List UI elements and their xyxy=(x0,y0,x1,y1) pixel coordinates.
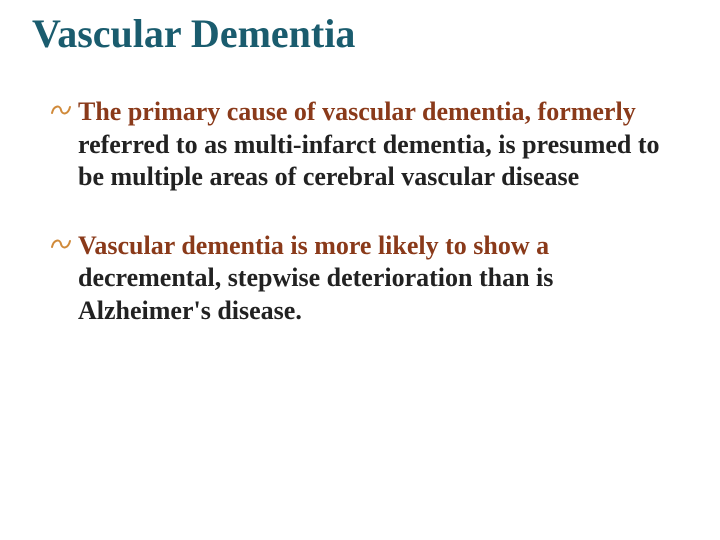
bullet-marker-icon xyxy=(50,99,72,128)
slide: Vascular Dementia The primary cause of v… xyxy=(0,0,720,540)
bullet-first-line-rest: primary cause of vascular dementia, form… xyxy=(121,97,635,126)
bullet-first-word: Vascular xyxy=(78,231,175,260)
bullet-body: decremental, stepwise deterioration than… xyxy=(78,263,553,325)
list-item: The primary cause of vascular dementia, … xyxy=(50,96,690,194)
bullet-marker-icon xyxy=(50,233,72,262)
bullet-body: referred to as multi-infarct dementia, i… xyxy=(78,130,660,192)
slide-title: Vascular Dementia xyxy=(32,12,690,56)
list-item: Vascular dementia is more likely to show… xyxy=(50,230,690,328)
bullet-first-line-rest: dementia is more likely to show a xyxy=(175,231,549,260)
bullet-list: The primary cause of vascular dementia, … xyxy=(30,96,690,327)
bullet-first-word: The xyxy=(78,97,121,126)
